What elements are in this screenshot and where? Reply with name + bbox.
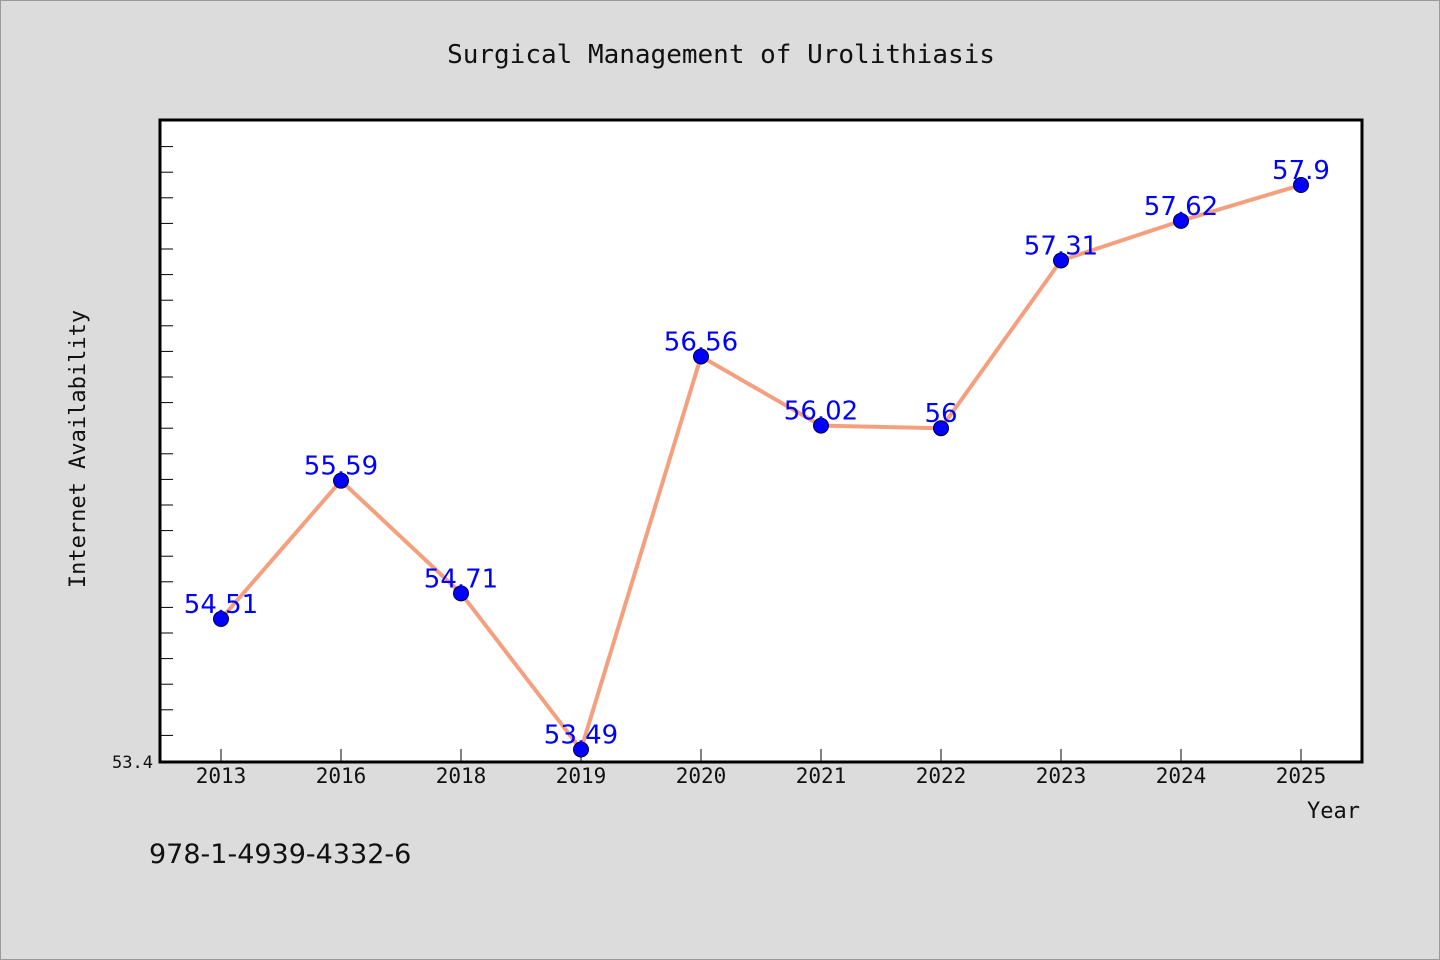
chart-title: Surgical Management of Urolithiasis <box>447 40 995 70</box>
x-axis-tick-labels: 2013 2016 2018 2019 2020 2021 2022 2023 2024 2025 <box>196 764 1327 788</box>
data-point <box>453 585 469 602</box>
data-point <box>813 417 829 434</box>
data-point <box>693 348 709 365</box>
data-point <box>573 741 589 758</box>
data-label: 56.56 <box>664 328 738 358</box>
isbn-text: 978-1-4939-4332-6 <box>149 839 411 870</box>
x-tick-label: 2020 <box>676 764 727 788</box>
data-label: 57.9 <box>1272 156 1330 186</box>
x-axis-label: Year <box>1307 799 1360 824</box>
data-label: 53.49 <box>544 720 618 750</box>
data-point <box>1293 177 1309 193</box>
data-label: 54.51 <box>184 590 258 620</box>
data-point <box>933 420 949 437</box>
data-label: 57.31 <box>1024 232 1098 262</box>
y-tick-label-min: 53.4 <box>112 753 153 773</box>
x-tick-label: 2021 <box>796 764 847 788</box>
x-tick-label: 2019 <box>556 764 607 788</box>
x-tick-label: 2013 <box>196 764 247 788</box>
data-point <box>333 472 349 489</box>
series-line <box>219 183 1303 752</box>
y-axis-label: Internet Availability <box>66 310 91 588</box>
x-tick-label: 2025 <box>1276 764 1327 788</box>
data-label: 54.71 <box>424 564 498 594</box>
data-label: 57.62 <box>1144 192 1218 222</box>
series-layer <box>213 177 1309 758</box>
x-tick-label: 2018 <box>436 764 487 788</box>
data-label: 56.02 <box>784 397 858 427</box>
data-labels-layer: 54.51 55.59 54.71 53.49 56.56 56.02 56 57.31 57.… <box>184 156 1330 750</box>
x-tick-label: 2022 <box>916 764 967 788</box>
data-point <box>1053 252 1069 269</box>
data-label: 55.59 <box>304 452 378 482</box>
data-point <box>213 610 229 627</box>
x-tick-label: 2023 <box>1036 764 1087 788</box>
x-tick-label: 2024 <box>1156 764 1207 788</box>
data-label: 56 <box>924 399 957 429</box>
y-axis-ticks <box>161 146 173 736</box>
data-point <box>1173 212 1189 229</box>
x-tick-label: 2016 <box>316 764 367 788</box>
